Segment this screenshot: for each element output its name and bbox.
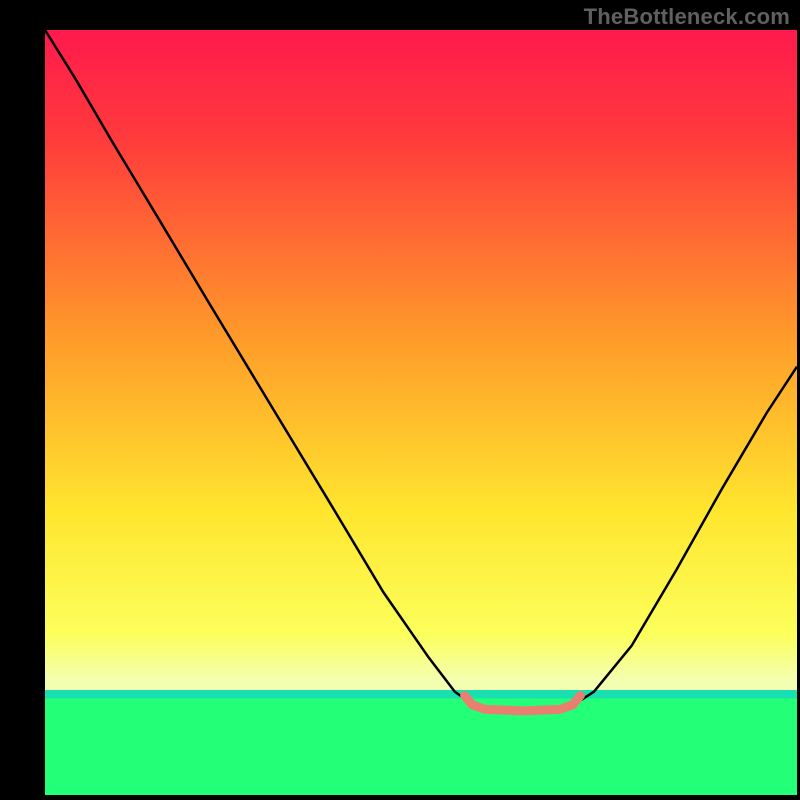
- curve-layer: [45, 30, 797, 795]
- watermark-text: TheBottleneck.com: [584, 4, 790, 30]
- plot-area: [45, 30, 797, 795]
- chart-canvas: TheBottleneck.com: [0, 0, 800, 800]
- floor-highlight: [465, 696, 581, 711]
- bottleneck-curve: [45, 30, 797, 711]
